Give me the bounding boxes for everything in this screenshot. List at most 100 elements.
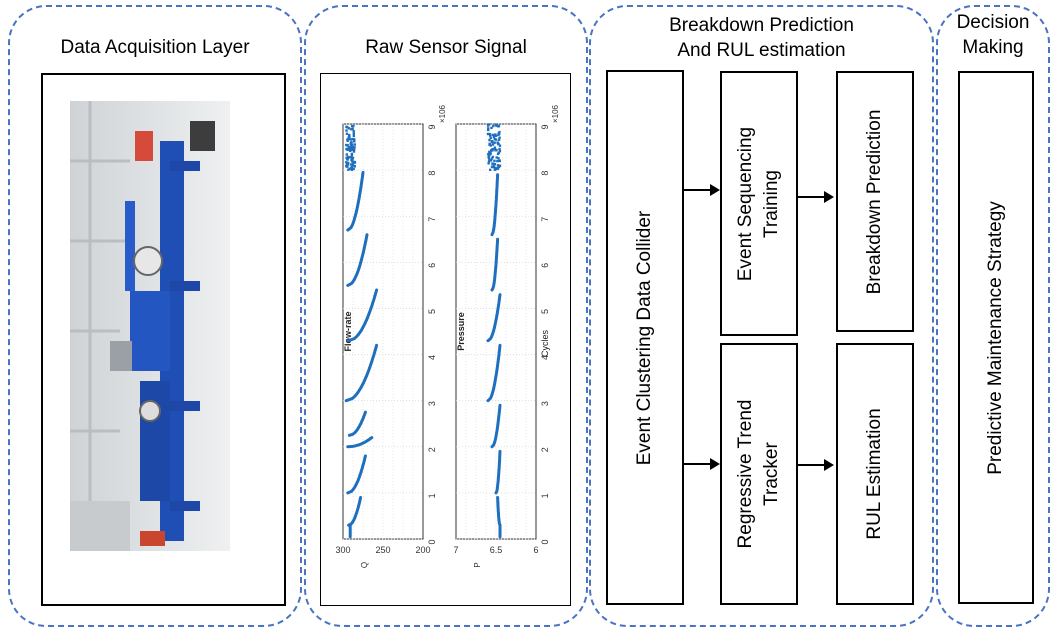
event-sequencing-label: Event Sequencing Training (735, 126, 782, 281)
data-point (494, 167, 497, 170)
cycle-multiplier-label: ×106 (551, 104, 560, 123)
panel-decision-making (936, 5, 1050, 627)
panel-data-acquisition (8, 5, 302, 627)
data-point (490, 165, 494, 168)
cycle-tick-label: 6 (540, 263, 550, 268)
data-point (345, 163, 349, 166)
data-point (348, 134, 351, 137)
data-segment (490, 237, 500, 292)
data-point (497, 157, 500, 160)
cycle-tick-label: 0 (540, 539, 550, 544)
data-point (490, 126, 493, 130)
arrow-clustering-to-trend (684, 458, 720, 470)
data-point (494, 133, 497, 136)
data-point (489, 136, 492, 140)
data-point (349, 141, 353, 145)
data-point (492, 134, 496, 137)
cycle-tick-label: 1 (427, 493, 437, 498)
data-point (496, 166, 500, 170)
data-point (350, 128, 353, 131)
data-point (346, 139, 349, 143)
data-point (347, 145, 351, 149)
data-point (351, 145, 355, 149)
data-point (496, 164, 500, 167)
data-point (352, 130, 355, 133)
data-point (487, 162, 490, 165)
panel-title-decision: Decision Making (956, 12, 1030, 58)
cycle-multiplier-label: ×106 (438, 104, 447, 123)
value-axis-label: Pressure (456, 312, 466, 351)
data-point (350, 146, 353, 150)
data-point (492, 136, 496, 139)
cycle-tick-label: 7 (540, 217, 550, 222)
data-point (498, 144, 502, 147)
data-point (493, 141, 496, 144)
data-point (494, 138, 498, 141)
data-point (345, 161, 348, 164)
cycle-tick-label: 5 (427, 309, 437, 314)
data-point (351, 147, 355, 150)
data-point (351, 137, 354, 141)
data-segment (486, 343, 502, 403)
data-point (488, 143, 491, 146)
data-point (496, 152, 500, 156)
value-tick-label: 250 (375, 545, 390, 555)
data-point (488, 132, 492, 136)
data-point (350, 144, 353, 147)
data-segment (490, 403, 502, 449)
cycle-tick-label: 8 (540, 171, 550, 176)
data-point (487, 160, 491, 163)
data-segment (490, 173, 500, 237)
data-point (487, 155, 490, 158)
data-point (351, 160, 354, 163)
data-point (490, 157, 494, 160)
data-point (497, 132, 500, 135)
data-point (350, 124, 354, 128)
value-axis-symbol: Q (360, 562, 369, 568)
data-point (351, 158, 354, 161)
data-point (350, 153, 354, 157)
data-point (493, 159, 496, 163)
data-point (486, 124, 490, 127)
data-point (353, 143, 356, 146)
data-point (350, 152, 354, 156)
data-point (488, 150, 491, 154)
panel-title-prediction: Breakdown Prediction And RUL estimation (669, 15, 854, 61)
data-point (349, 163, 353, 166)
panel-breakdown-prediction (589, 5, 934, 627)
cycle-tick-label: 6 (427, 263, 437, 268)
data-point (345, 153, 349, 156)
data-point (488, 158, 491, 162)
data-segment (347, 496, 363, 527)
data-point (493, 146, 497, 149)
test-rig-photo (70, 101, 230, 551)
cycle-tick-label: 3 (427, 401, 437, 406)
chart-pressure: 0 1 2 3 4 5 6 7 8 9×106 7 6.5 6 P Pressure Cycles (453, 104, 560, 567)
data-point (353, 161, 357, 164)
chart-flow-rate: 0 1 2 3 4 5 6 7 8 9×106 300 250 200 Q Flow-rate (335, 104, 447, 568)
data-point (496, 141, 499, 144)
cycle-tick-label: 9 (540, 124, 550, 129)
data-point (491, 149, 494, 152)
data-point (495, 156, 498, 159)
regressive-trend-label: Regressive Trend Tracker (735, 399, 782, 549)
arrow-clustering-to-sequencing (684, 184, 720, 196)
cycles-axis-label: Cycles (540, 330, 550, 358)
data-point (345, 147, 348, 151)
cycle-tick-label: 0 (427, 539, 437, 544)
cycle-tick-label: 4 (427, 355, 437, 360)
cycle-tick-label: 2 (540, 447, 550, 452)
rul-estimation-box: RUL Estimation (836, 343, 914, 605)
data-point (345, 143, 348, 147)
event-sequencing-box: Event Sequencing Training (720, 71, 798, 336)
breakdown-prediction-label: Breakdown Prediction (864, 109, 885, 294)
data-point (345, 132, 349, 136)
data-point (350, 148, 353, 152)
data-point (487, 152, 490, 156)
data-point (496, 159, 499, 163)
data-point (494, 148, 497, 152)
data-point (491, 155, 495, 159)
value-tick-label: 6 (533, 545, 538, 555)
event-clustering-box: Event Clustering Data Collider (606, 70, 684, 605)
